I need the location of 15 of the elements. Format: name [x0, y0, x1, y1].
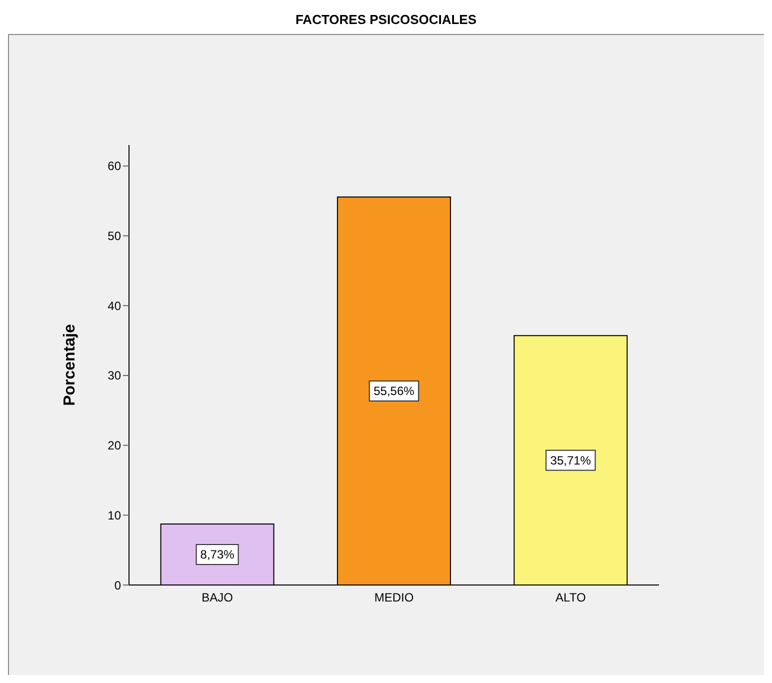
y-tick-label: 0 [114, 578, 122, 592]
y-tick-label: 40 [108, 298, 122, 313]
chart-title: FACTORES PSICOSOCIALES [8, 8, 764, 34]
x-tick-label: ALTO [556, 590, 586, 605]
data-label: 55,56% [374, 384, 415, 398]
x-tick-label: BAJO [202, 590, 234, 605]
x-tick-label: MEDIO [374, 590, 414, 605]
y-tick-label: 60 [108, 159, 122, 174]
y-tick-label: 10 [108, 508, 122, 522]
y-tick-label: 20 [108, 438, 122, 453]
y-tick-label: 30 [108, 368, 122, 383]
data-label: 8,73% [200, 548, 235, 562]
y-tick-label: 50 [108, 229, 122, 244]
data-label: 35,71% [550, 453, 592, 468]
y-axis-title: Porcentaje [62, 324, 79, 406]
